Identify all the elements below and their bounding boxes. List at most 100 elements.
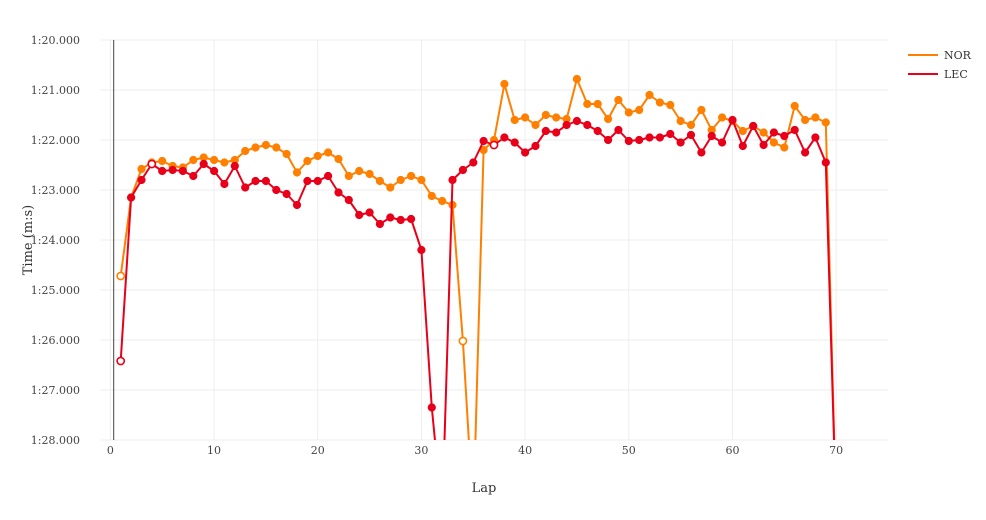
data-point-lec[interactable] [116, 356, 126, 366]
data-point-lec[interactable] [604, 135, 613, 145]
data-point-lec[interactable] [427, 403, 436, 412]
data-point-lec[interactable] [635, 135, 644, 145]
data-point-lec[interactable] [189, 171, 198, 181]
data-point-lec[interactable] [780, 131, 789, 141]
data-point-lec[interactable] [261, 176, 270, 186]
data-point-lec[interactable] [686, 130, 696, 140]
data-point-nor[interactable] [220, 158, 229, 167]
data-point-nor[interactable] [334, 154, 343, 164]
data-point-lec[interactable] [396, 215, 405, 225]
data-point-lec[interactable] [510, 138, 519, 147]
data-point-nor[interactable] [531, 120, 540, 130]
data-point-lec[interactable] [407, 214, 416, 224]
data-point-nor[interactable] [801, 115, 810, 125]
data-point-lec[interactable] [334, 188, 343, 197]
data-point-lec[interactable] [448, 175, 457, 185]
data-point-lec[interactable] [417, 245, 426, 255]
data-point-nor[interactable] [510, 115, 519, 125]
data-point-lec[interactable] [583, 120, 592, 130]
data-point-nor[interactable] [303, 156, 312, 166]
data-point-lec[interactable] [769, 128, 779, 137]
data-point-nor[interactable] [396, 175, 405, 185]
data-point-lec[interactable] [790, 125, 799, 135]
data-point-nor[interactable] [158, 156, 167, 166]
data-point-nor[interactable] [324, 148, 333, 157]
data-point-nor[interactable] [344, 171, 353, 181]
data-point-lec[interactable] [521, 148, 530, 157]
data-point-nor[interactable] [210, 155, 219, 165]
data-point-lec[interactable] [251, 176, 260, 186]
data-point-lec[interactable] [324, 171, 333, 181]
data-point-lec[interactable] [458, 165, 467, 175]
data-point-lec[interactable] [562, 120, 571, 130]
data-point-nor[interactable] [666, 100, 675, 110]
data-point-nor[interactable] [738, 126, 747, 136]
data-point-lec[interactable] [541, 126, 550, 136]
data-point-lec[interactable] [718, 138, 727, 147]
data-point-lec[interactable] [210, 166, 219, 176]
data-point-nor[interactable] [583, 99, 592, 109]
data-point-lec[interactable] [479, 136, 488, 146]
data-point-lec[interactable] [220, 179, 229, 189]
data-point-lec[interactable] [282, 189, 291, 199]
data-point-nor[interactable] [521, 113, 530, 122]
data-point-nor[interactable] [604, 114, 613, 124]
data-point-lec[interactable] [624, 136, 633, 146]
data-point-nor[interactable] [780, 143, 789, 152]
data-point-nor[interactable] [686, 120, 696, 130]
legend[interactable]: NOR LEC [908, 49, 972, 81]
data-point-nor[interactable] [624, 108, 633, 117]
data-point-nor[interactable] [355, 166, 364, 176]
data-point-nor[interactable] [500, 79, 509, 89]
data-point-lec[interactable] [469, 158, 478, 167]
data-point-nor[interactable] [116, 271, 126, 281]
data-point-nor[interactable] [811, 113, 820, 122]
legend-item-lec[interactable]: LEC [908, 68, 968, 81]
data-point-lec[interactable] [375, 219, 384, 229]
data-point-lec[interactable] [801, 148, 810, 157]
data-point-nor[interactable] [645, 90, 654, 100]
data-point-lec[interactable] [614, 125, 623, 135]
data-point-lec[interactable] [821, 158, 830, 167]
data-point-nor[interactable] [137, 164, 146, 174]
data-point-nor[interactable] [241, 146, 250, 156]
data-point-nor[interactable] [821, 118, 830, 127]
data-point-nor[interactable] [375, 176, 384, 186]
data-point-lec[interactable] [292, 200, 302, 210]
data-point-nor[interactable] [614, 95, 623, 105]
data-point-lec[interactable] [552, 128, 561, 137]
data-point-nor[interactable] [552, 113, 561, 122]
data-point-nor[interactable] [438, 196, 447, 206]
data-point-nor[interactable] [417, 175, 426, 185]
data-point-lec[interactable] [303, 176, 312, 186]
data-point-lec[interactable] [365, 208, 374, 217]
data-point-lec[interactable] [158, 166, 167, 176]
data-point-lec[interactable] [355, 210, 364, 220]
data-point-nor[interactable] [261, 140, 270, 150]
data-point-nor[interactable] [282, 149, 291, 159]
data-point-nor[interactable] [407, 171, 416, 181]
data-point-nor[interactable] [427, 191, 436, 201]
data-point-lec[interactable] [749, 121, 758, 131]
data-point-nor[interactable] [313, 151, 322, 161]
data-point-nor[interactable] [386, 183, 395, 192]
data-point-nor[interactable] [790, 101, 799, 111]
data-point-nor[interactable] [251, 143, 260, 152]
data-point-nor[interactable] [365, 169, 374, 179]
data-point-lec[interactable] [655, 133, 665, 142]
data-point-lec[interactable] [697, 148, 706, 157]
data-point-lec[interactable] [572, 116, 582, 126]
data-point-lec[interactable] [313, 176, 322, 186]
data-point-lec[interactable] [178, 166, 187, 176]
data-point-lec[interactable] [707, 131, 716, 141]
data-point-lec[interactable] [531, 141, 540, 151]
data-point-lec[interactable] [386, 213, 395, 222]
data-point-nor[interactable] [676, 116, 685, 126]
data-point-nor[interactable] [572, 74, 582, 84]
data-point-lec[interactable] [738, 141, 747, 151]
data-point-nor[interactable] [541, 110, 550, 120]
data-point-nor[interactable] [655, 98, 665, 107]
data-point-lec[interactable] [645, 133, 654, 142]
data-point-lec[interactable] [811, 133, 820, 142]
data-point-lec[interactable] [137, 175, 146, 185]
